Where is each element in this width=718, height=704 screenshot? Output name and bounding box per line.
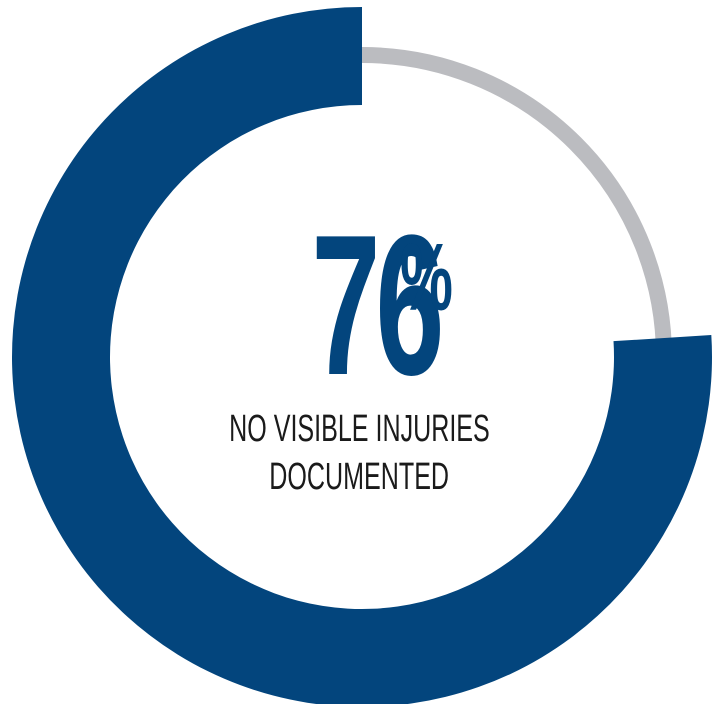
primary-arc [12,7,712,704]
